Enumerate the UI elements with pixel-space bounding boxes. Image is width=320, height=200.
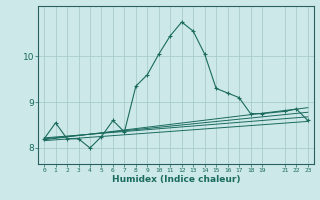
X-axis label: Humidex (Indice chaleur): Humidex (Indice chaleur) — [112, 175, 240, 184]
